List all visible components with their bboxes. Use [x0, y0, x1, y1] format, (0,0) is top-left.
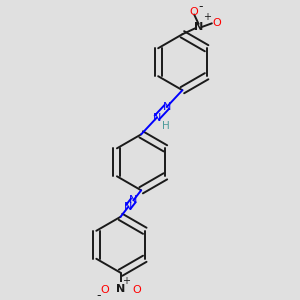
Text: +: + — [203, 13, 211, 22]
Text: H: H — [162, 121, 169, 130]
Text: -: - — [198, 0, 203, 13]
Text: O: O — [132, 285, 141, 296]
Text: N: N — [153, 112, 161, 123]
Text: N: N — [124, 202, 133, 212]
Text: N: N — [129, 195, 137, 206]
Text: -: - — [97, 289, 101, 300]
Text: +: + — [122, 276, 130, 286]
Text: O: O — [100, 285, 109, 296]
Text: N: N — [163, 102, 171, 112]
Text: O: O — [190, 7, 199, 16]
Text: N: N — [116, 284, 125, 294]
Text: N: N — [194, 22, 203, 32]
Text: O: O — [212, 18, 220, 28]
